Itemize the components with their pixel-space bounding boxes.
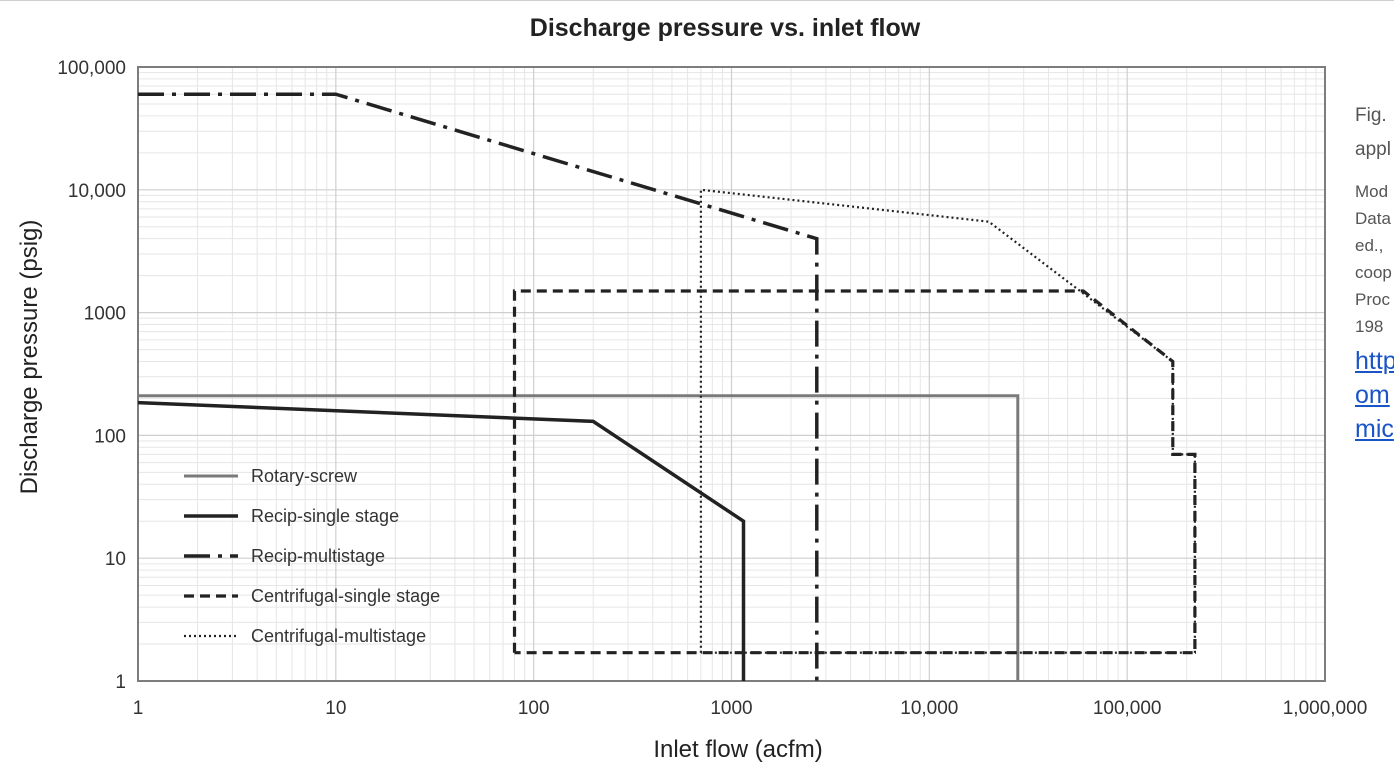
chart-title: Discharge pressure vs. inlet flow: [530, 14, 921, 42]
x-tick-label: 1000: [710, 698, 752, 719]
caption-link-line[interactable]: http: [1355, 347, 1394, 375]
caption-fig: Fig.: [1355, 105, 1387, 126]
caption-link-line[interactable]: om: [1355, 381, 1390, 409]
y-tick-label: 10,000: [68, 181, 126, 202]
x-tick-label: 100: [518, 698, 550, 719]
y-tick-label: 100,000: [57, 58, 126, 79]
series-line-recip-multistage: [138, 92, 819, 681]
x-axis-label: Inlet flow (acfm): [653, 736, 822, 763]
caption-source-line: coop: [1355, 263, 1392, 282]
y-tick-label: 100: [94, 426, 126, 447]
caption-source-line: Mod: [1355, 182, 1389, 201]
caption-link-line[interactable]: mic: [1355, 415, 1394, 443]
legend-label-recip-single-stage: Recip-single stage: [251, 506, 399, 526]
plot-frame: [137, 66, 1326, 682]
y-tick-label: 1000: [84, 304, 126, 325]
legend-label-recip-multistage: Recip-multistage: [251, 546, 385, 566]
series-line-recip-single-stage: [137, 400, 746, 681]
x-tick-label: 1,000,000: [1283, 698, 1368, 719]
caption-fig-line2: appl: [1355, 139, 1391, 160]
series-line-rotary-screw: [138, 394, 1020, 681]
caption-source-line: Data: [1355, 209, 1391, 228]
x-tick-label: 1: [133, 698, 144, 719]
x-tick-label: 10: [325, 698, 346, 719]
x-tick-label: 10,000: [900, 698, 958, 719]
figure-caption: Fig. appl Mod Data ed., coop Proc 198 ht…: [1355, 96, 1394, 446]
x-tick-label: 100,000: [1093, 698, 1162, 719]
caption-source-line: 198: [1355, 317, 1384, 336]
series-line-centrifugal-multistage: [699, 188, 1197, 654]
y-tick-label: 10: [105, 549, 126, 570]
y-axis-label: Discharge pressure (psig): [16, 220, 43, 495]
legend-label-centrifugal-single-stage: Centrifugal-single stage: [251, 586, 440, 606]
caption-source: Mod Data ed., coop Proc 198: [1355, 178, 1394, 340]
caption-source-line: ed.,: [1355, 236, 1384, 255]
legend-label-centrifugal-multistage: Centrifugal-multistage: [251, 626, 426, 646]
legend-label-rotary-screw: Rotary-screw: [251, 466, 358, 486]
y-tick-label: 1: [115, 672, 126, 693]
caption-link[interactable]: http om mic: [1355, 344, 1394, 446]
series-line-centrifugal-single-stage: [512, 289, 1197, 655]
caption-source-line: Proc: [1355, 290, 1390, 309]
